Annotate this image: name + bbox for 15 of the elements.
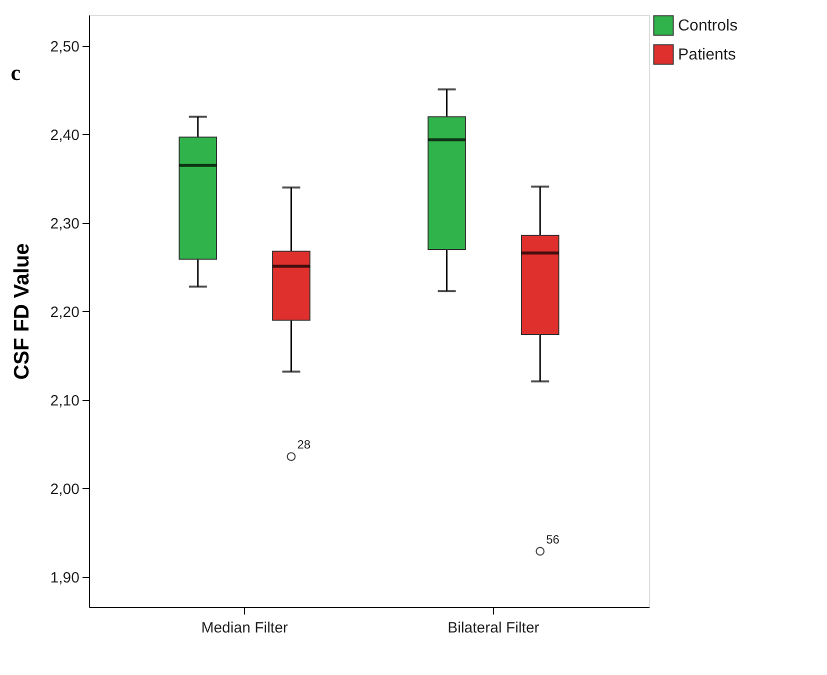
y-tick-label: 1,90: [50, 569, 80, 586]
y-axis-title: CSF FD Value: [10, 243, 34, 380]
y-tick-label: 2,20: [50, 304, 80, 321]
y-tick-label: 2,50: [50, 38, 80, 56]
annotation: 28: [297, 438, 311, 452]
legend-label: Controls: [678, 18, 738, 34]
y-tick-label: 2,40: [50, 126, 80, 144]
x-tick-label: Median Filter: [201, 620, 288, 636]
y-tick-label: 2,00: [50, 480, 80, 498]
x-tick-label: Bilateral Filter: [448, 620, 540, 636]
text: c: [10, 60, 21, 85]
y-tick-label: 2,30: [50, 215, 80, 232]
y-tick-label: 2,10: [50, 392, 80, 410]
legend-label: Patients: [678, 46, 736, 64]
annotation: 56: [546, 532, 560, 546]
